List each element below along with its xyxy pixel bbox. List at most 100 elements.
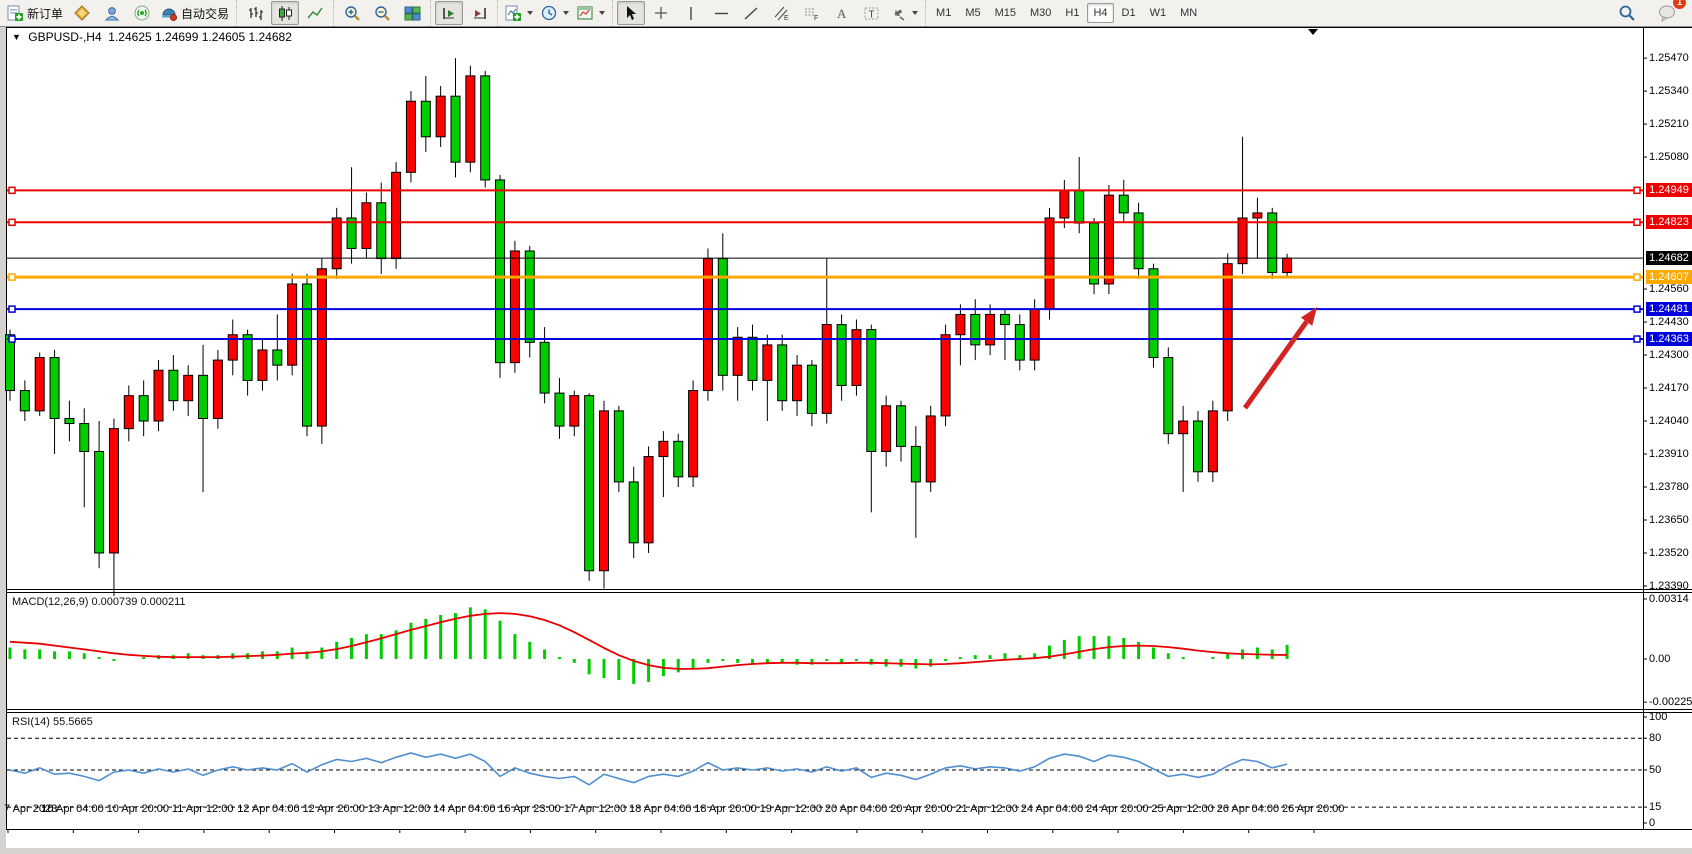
periods-button[interactable] (538, 1, 572, 25)
time-tick-label: 17 Apr 12:00 (563, 803, 627, 815)
timeframe-M1[interactable]: M1 (936, 7, 952, 19)
toolbar-group-chart-type (236, 0, 333, 26)
time-tick-label: 16 Apr 23:00 (498, 803, 561, 815)
resistance-line-1-anchor[interactable] (8, 186, 16, 195)
candle-body (985, 313, 996, 346)
chart-shift-icon (471, 5, 488, 22)
indicators-caret (527, 11, 534, 15)
line-chart-button[interactable] (301, 1, 329, 25)
chart-canvas (0, 26, 1692, 854)
timeframe-M5[interactable]: M5 (965, 7, 981, 19)
text-button[interactable]: A (827, 1, 855, 25)
vline-button[interactable] (677, 1, 705, 25)
symbol-dropdown-icon[interactable]: ▼ (12, 32, 21, 42)
window-bottom-edge (0, 848, 1692, 854)
svg-text:F: F (814, 15, 818, 22)
pivot-line-orange-anchor[interactable] (8, 273, 16, 281)
rsi-value: 55.5665 (52, 716, 93, 728)
candle-body (183, 374, 194, 402)
signal-button[interactable] (128, 1, 156, 25)
chart-stage: ▼ GBPUSD-,H4 1.24625 1.24699 1.24605 1.2… (0, 26, 1692, 854)
support-line-1-anchor[interactable] (1633, 305, 1641, 313)
candle-body (138, 395, 149, 422)
label-icon: T (863, 5, 880, 22)
support-line-2-anchor[interactable] (8, 335, 16, 343)
timeframe-M15[interactable]: M15 (994, 7, 1016, 19)
candle-body (762, 344, 773, 381)
tile-windows-button[interactable] (398, 1, 426, 25)
periods-icon (541, 5, 558, 22)
trendline-button[interactable] (737, 1, 765, 25)
zoom-out-button[interactable] (368, 1, 396, 25)
main-chart-area[interactable] (7, 34, 1643, 588)
candle-body (910, 445, 921, 483)
toolbar-group-zoom (333, 0, 430, 26)
candle-body (19, 390, 30, 412)
paint-bucket-button[interactable] (68, 1, 96, 25)
pivot-line-orange-anchor[interactable] (1633, 273, 1641, 281)
search-button[interactable] (1613, 1, 1641, 25)
rsi-panel-area[interactable] (7, 712, 1643, 828)
candle-body (658, 440, 669, 458)
chart-shift-marker-icon[interactable] (1308, 29, 1318, 35)
support-line-2-anchor[interactable] (1633, 335, 1641, 343)
cursor-button[interactable] (617, 1, 646, 25)
candle-body (599, 410, 609, 572)
candlestick-button[interactable] (271, 1, 300, 25)
price-tick-label: 1.25210 (1649, 118, 1689, 131)
zoom-in-button[interactable] (338, 1, 366, 25)
indicator-tick-label: 0.00314 (1649, 592, 1689, 605)
candle-body (212, 359, 223, 419)
channel-button[interactable]: E (767, 1, 795, 25)
timeframe-MN[interactable]: MN (1180, 7, 1198, 19)
timeframe-W1[interactable]: W1 (1149, 7, 1167, 19)
label-button[interactable]: T (857, 1, 885, 25)
macd-panel-area[interactable] (7, 592, 1643, 708)
hline-button[interactable] (707, 1, 735, 25)
profile-button[interactable] (98, 1, 126, 25)
fibo-button[interactable]: F (797, 1, 825, 25)
resistance-line-2-anchor[interactable] (8, 218, 16, 227)
crosshair-button[interactable] (647, 1, 675, 25)
trend-arrow-head[interactable] (1300, 307, 1317, 326)
auto-scroll-icon (441, 5, 458, 22)
indicator-tick-label: 80 (1649, 732, 1662, 745)
timeframe-H4[interactable]: H4 (1087, 3, 1114, 23)
indicators-button[interactable] (502, 1, 536, 25)
time-tick-label: 12 Apr 20:00 (302, 803, 365, 815)
autotrade-label: 自动交易 (181, 6, 230, 21)
autotrade-button[interactable]: 自动交易 (158, 1, 232, 25)
support-line-1-anchor[interactable] (8, 305, 16, 313)
timeframe-D1[interactable]: D1 (1121, 7, 1136, 19)
paint-bucket-icon (73, 4, 91, 22)
templates-icon (577, 5, 594, 22)
chart-shift-button[interactable] (465, 1, 493, 25)
candle-body (1133, 212, 1144, 270)
autotrade-icon (161, 5, 178, 22)
candle-body (836, 324, 847, 386)
time-tick-label: 26 Apr 04:00 (1216, 803, 1280, 815)
resistance-line-1-anchor[interactable] (1633, 186, 1641, 195)
candle-body (1103, 194, 1114, 285)
auto-scroll-button[interactable] (435, 1, 464, 25)
time-tick-label: 18 Apr 20:00 (694, 803, 757, 815)
quote-bar[interactable]: ▼ GBPUSD-,H4 1.24625 1.24699 1.24605 1.2… (12, 30, 292, 44)
candle-body (5, 334, 15, 392)
cursor-icon (623, 5, 640, 22)
trend-arrow-shaft[interactable] (1242, 320, 1309, 410)
timeframe-H1[interactable]: H1 (1065, 7, 1080, 19)
price-tick-label: 1.23650 (1649, 513, 1689, 526)
bar-chart-button[interactable] (241, 1, 269, 25)
indicator-tick-label: 0.00 (1649, 653, 1671, 665)
price-tick-label: 1.24560 (1649, 283, 1689, 296)
chat-button[interactable]: 1 (1653, 0, 1686, 25)
indicator-tick-label: 15 (1649, 801, 1662, 814)
candle-body (1163, 357, 1174, 435)
candle-body (450, 95, 461, 163)
resistance-line-2-anchor[interactable] (1633, 218, 1641, 227)
timeframe-M30[interactable]: M30 (1030, 7, 1052, 19)
new-order-button[interactable]: 新订单 (4, 1, 66, 25)
arrows-button[interactable] (887, 1, 921, 25)
templates-button[interactable] (574, 1, 608, 25)
candle-body (1252, 212, 1263, 219)
